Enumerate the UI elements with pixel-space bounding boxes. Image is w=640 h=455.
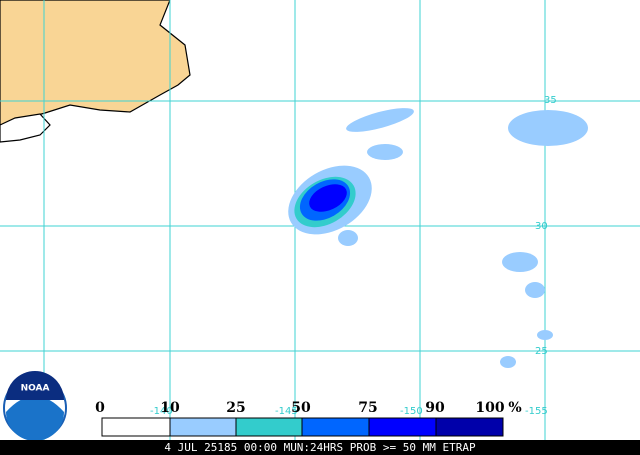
legend-unit: % bbox=[508, 400, 521, 416]
footer-text: 4 JUL 25185 00:00 MUN:24HRS PROB >= 50 M… bbox=[164, 441, 476, 454]
logo-text: NOAA bbox=[21, 384, 50, 394]
legend-label: 0 bbox=[95, 400, 105, 416]
lat-label: 25 bbox=[535, 346, 548, 357]
logo: NOAA bbox=[3, 371, 67, 441]
lon-label: -150 bbox=[400, 406, 423, 417]
legend-label: 50 bbox=[291, 400, 311, 416]
legend-label: 25 bbox=[226, 400, 245, 416]
legend-label: 75 bbox=[358, 400, 377, 416]
legend-label: 100 bbox=[475, 400, 504, 416]
coast bbox=[0, 113, 51, 143]
probability-field bbox=[288, 108, 588, 368]
legend: 0 10 25 50 75 90 100 % bbox=[95, 400, 522, 437]
lon-label: -155 bbox=[525, 406, 548, 417]
lat-label: 35 bbox=[544, 95, 557, 106]
lat-label: 30 bbox=[535, 221, 548, 232]
legend-label: 90 bbox=[425, 400, 445, 416]
lon-label: -140 bbox=[150, 406, 173, 417]
footer-bar bbox=[0, 440, 640, 455]
lon-label: -145 bbox=[275, 406, 298, 417]
legend-label: 10 bbox=[160, 400, 180, 416]
